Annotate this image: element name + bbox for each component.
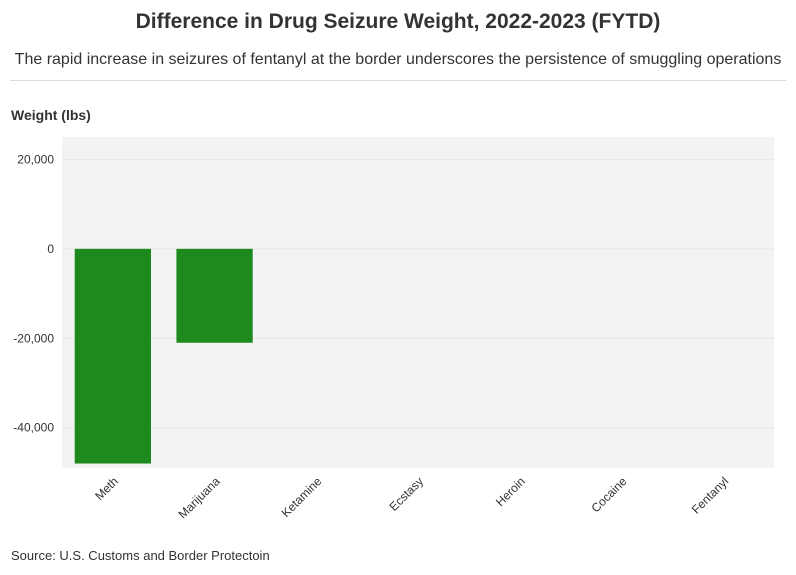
x-tick-label-meth: Meth <box>92 474 121 503</box>
bar-marijuana <box>176 248 253 343</box>
header-divider <box>10 80 786 81</box>
chart-subtitle: The rapid increase in seizures of fentan… <box>14 51 782 68</box>
y-axis-label: Weight (lbs) <box>11 107 91 123</box>
y-tick-label: 0 <box>47 242 54 256</box>
y-tick-label: 20,000 <box>17 152 54 166</box>
x-tick-label-heroin: Heroin <box>493 474 528 509</box>
x-axis-ticks: Meth Marijuana Ketamine Ecstasy Heroin Cocain… <box>92 474 731 521</box>
y-tick-label: -20,000 <box>13 331 54 345</box>
source-note: Source: U.S. Customs and Border Protecto… <box>11 548 270 563</box>
bars <box>74 248 253 464</box>
bar-chart: 20,000 0 -20,000 -40,000 Meth Marijuana Ketam… <box>13 137 774 521</box>
x-tick-label-cocaine: Cocaine <box>589 474 630 515</box>
bar-meth <box>74 248 151 464</box>
plot-background <box>62 137 774 468</box>
y-tick-label: -40,000 <box>13 421 54 435</box>
x-tick-label-marijuana: Marijuana <box>176 474 223 521</box>
x-tick-label-fentanyl: Fentanyl <box>689 474 731 516</box>
chart-title: Difference in Drug Seizure Weight, 2022-… <box>135 10 661 33</box>
y-axis-ticks: 20,000 0 -20,000 -40,000 <box>13 152 54 434</box>
x-tick-label-ketamine: Ketamine <box>279 474 325 520</box>
x-tick-label-ecstasy: Ecstasy <box>387 474 427 514</box>
